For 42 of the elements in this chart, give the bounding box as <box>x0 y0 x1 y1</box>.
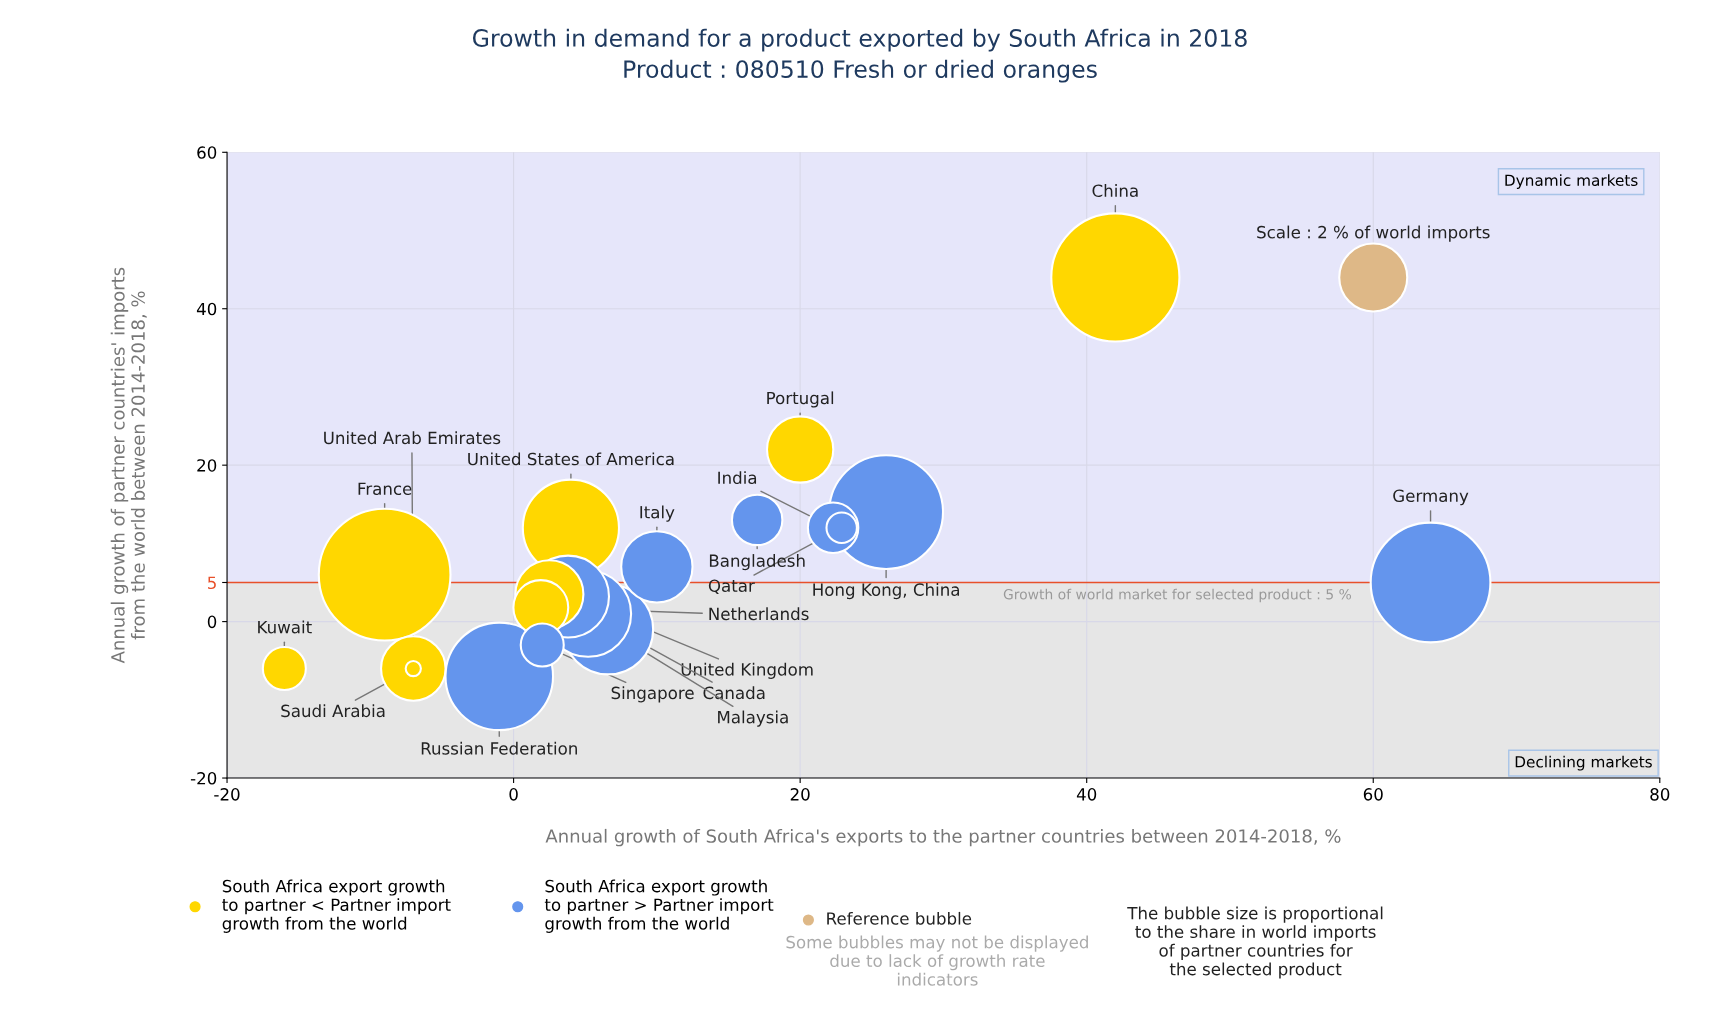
annotation: Portugal <box>767 391 834 408</box>
y-axis-title: Annual growth of partner countries' imports from the world between 2014-2018, % <box>110 267 147 664</box>
ref-line-label: Growth of world market for selected product : 5 % <box>1003 588 1351 603</box>
legend-label: Scale : 2 % of world imports <box>1257 225 1490 242</box>
annotation: United States of America <box>468 452 674 466</box>
x-tick-label: 80 <box>1650 788 1670 801</box>
y-tick-label: 20 <box>197 459 217 472</box>
x-tick-label: 0 <box>509 788 518 801</box>
annotation: Canada <box>703 686 765 700</box>
annotation: Netherlands <box>709 607 809 621</box>
x-axis-title: Annual growth of South Africa's exports to the partner countries between 2014-2018, % <box>545 828 1341 847</box>
band-label: Declining markets <box>1515 755 1652 771</box>
annotation: United Kingdom <box>681 662 813 679</box>
legend-label: South Africa export growth to partner > Partner import growth from the world <box>544 879 774 933</box>
annotation: France <box>358 482 412 496</box>
text: The bubble size is proportional to the share in world imports of partner countries for the selected product <box>1127 906 1383 979</box>
annotation: India <box>718 471 757 485</box>
y-tick-label: 0 <box>207 615 217 629</box>
annotation: Singapore <box>611 686 694 703</box>
chart-subtitle: Product : 080510 Fresh or dried oranges <box>624 59 1097 83</box>
annotation: Saudi Arabia <box>281 704 385 718</box>
annotation: Russian Federation <box>421 741 577 755</box>
x-tick-label: 60 <box>1363 788 1383 801</box>
band-label: Dynamic markets <box>1505 174 1638 189</box>
annotation: China <box>1092 184 1138 198</box>
text: Some bubbles may not be displayed due to lack of growth rate indicators <box>786 935 1088 986</box>
annotation: Italy <box>640 505 675 522</box>
annotation: Hong Kong, China <box>813 583 959 600</box>
y-tick-label: 40 <box>196 302 217 316</box>
annotation: Kuwait <box>258 620 312 634</box>
x-tick-label: 20 <box>790 788 810 801</box>
y-tick-label: 5 <box>208 576 216 590</box>
y-tick-label: 60 <box>197 146 217 159</box>
annotation: Malaysia <box>718 710 788 727</box>
x-tick-label: 40 <box>1076 788 1097 801</box>
legend-label: South Africa export growth to partner < Partner import growth from the world <box>222 879 451 933</box>
annotation: Germany <box>1393 489 1469 506</box>
y-tick-label: -20 <box>190 772 217 785</box>
annotation: Qatar <box>708 579 755 594</box>
chart-title: Growth in demand for a product exported by South Africa in 2018 <box>472 28 1247 52</box>
annotation: United Arab Emirates <box>324 431 501 445</box>
text: Reference bubble <box>827 911 972 925</box>
